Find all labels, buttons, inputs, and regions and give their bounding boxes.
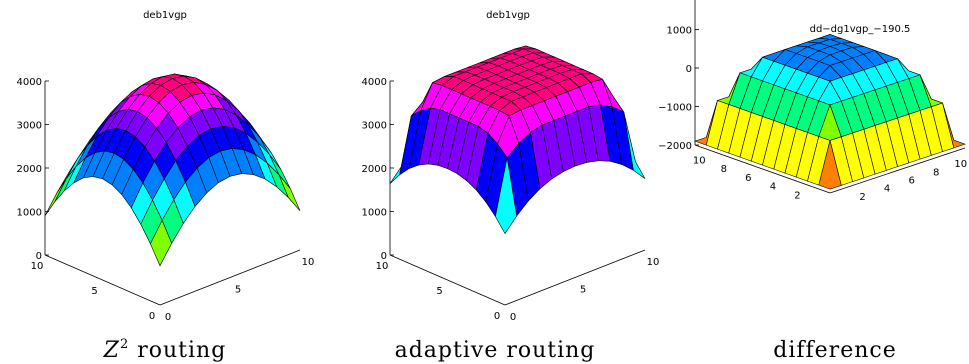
left-tick-label: 5 (91, 286, 97, 297)
surface-patch (818, 140, 842, 190)
left-axis-line (694, 144, 831, 194)
left-tick-label: 8 (721, 164, 727, 175)
panel-caption: Z2 routing (103, 337, 227, 363)
surface-patch (54, 166, 77, 203)
left-tick-label: 2 (794, 190, 800, 201)
z-tick-label: 4000 (17, 77, 42, 88)
z-tick-label: 0 (381, 251, 387, 262)
left-tick-label: 5 (436, 286, 442, 297)
right-tick-label: 0 (165, 312, 171, 323)
panel-title: deb1vgp (486, 10, 530, 21)
z-tick-label: −1000 (658, 103, 692, 114)
panel-title: dd−dg1vgp_−190.5 (810, 24, 911, 35)
left-tick-label: 0 (494, 311, 500, 322)
right-tick-label: 10 (302, 257, 315, 268)
z-tick-label: 4000 (362, 77, 387, 88)
surface-plot (44, 73, 301, 267)
z-tick-label: 1000 (17, 208, 42, 219)
right-tick-label: 8 (933, 167, 939, 178)
right-tick-label: 6 (908, 175, 914, 186)
right-tick-label: 0 (510, 312, 516, 323)
z-tick-label: 2000 (362, 164, 387, 175)
z-tick-label: 0 (686, 64, 692, 75)
right-tick-label: 4 (884, 184, 890, 195)
panel-caption: adaptive routing (395, 338, 596, 363)
surface-plot (389, 45, 646, 235)
caption-main: Z (103, 338, 120, 363)
panel-title: deb1vgp (143, 10, 187, 21)
left-tick-label: 4 (770, 182, 776, 193)
surface-plot (694, 34, 966, 190)
right-tick-label: 10 (647, 257, 660, 268)
right-axis-line (504, 249, 646, 306)
z-tick-label: 3000 (362, 121, 387, 132)
right-tick-label: 5 (235, 285, 241, 296)
surface-patch (495, 157, 518, 235)
z-tick-label: 3000 (17, 121, 42, 132)
surface-patch (150, 219, 173, 267)
caption-sup: 2 (120, 337, 129, 352)
left-tick-label: 6 (745, 173, 751, 184)
left-tick-label: 10 (376, 261, 389, 272)
right-axis-line (829, 147, 966, 194)
left-tick-label: 10 (31, 261, 44, 272)
right-tick-label: 5 (580, 285, 586, 296)
axes: −2000−1000010002000246810246810 (658, 0, 967, 203)
z-tick-label: 1000 (362, 208, 387, 219)
caption-rest: routing (129, 338, 226, 363)
panel-difference: dd−dg1vgp_−190.5 −2000−10000100020002468… (658, 0, 967, 363)
left-tick-label: 10 (693, 155, 706, 166)
surface-patch (278, 174, 301, 211)
right-tick-label: 2 (859, 192, 865, 203)
right-axis-line (159, 249, 301, 306)
left-tick-label: 0 (149, 311, 155, 322)
z-tick-label: 1000 (667, 26, 692, 37)
z-tick-label: 0 (36, 251, 42, 262)
z-tick-label: 2000 (17, 164, 42, 175)
right-tick-label: 10 (954, 159, 967, 170)
surface-patch (44, 178, 67, 216)
left-axis-line (389, 254, 506, 306)
left-axis-line (44, 254, 161, 306)
z-tick-label: −2000 (658, 141, 692, 152)
panel-caption: difference (773, 338, 896, 363)
